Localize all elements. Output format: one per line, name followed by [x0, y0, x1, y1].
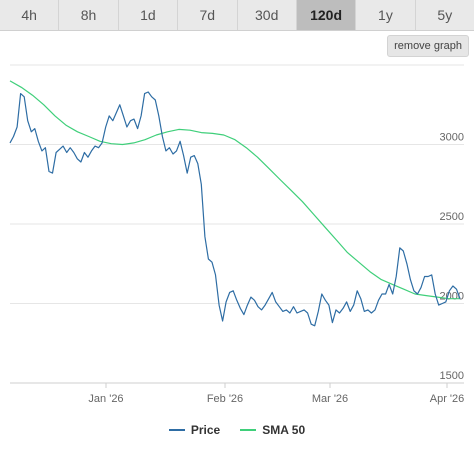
remove-graph-button[interactable]: remove graph — [387, 35, 469, 57]
tab-30d[interactable]: 30d — [238, 0, 297, 30]
tab-1y[interactable]: 1y — [356, 0, 416, 30]
timeframe-tabs: 4h 8h 1d 7d 30d 120d 1y 5y — [0, 0, 474, 31]
x-tick-label: Feb '26 — [207, 393, 243, 405]
sma-50-line — [9, 80, 460, 300]
x-tick-label: Jan '26 — [88, 393, 123, 405]
legend-label-sma: SMA 50 — [262, 423, 306, 437]
price-line — [9, 91, 461, 327]
y-tick-label: 1500 — [440, 370, 464, 382]
x-tick-label: Mar '26 — [312, 393, 348, 405]
price-chart: 1500 2000 2500 3000 Jan '26 Feb '26 Mar '26 Apr… — [9, 64, 465, 405]
legend-label-price: Price — [190, 423, 221, 437]
chart-legend: Price SMA 50 — [0, 420, 474, 440]
tab-7d[interactable]: 7d — [178, 0, 238, 30]
y-tick-label: 3000 — [440, 132, 464, 144]
x-tick-label: Apr '26 — [430, 393, 465, 405]
tab-8h[interactable]: 8h — [59, 0, 119, 30]
legend-swatch-price — [168, 429, 185, 431]
tab-4h[interactable]: 4h — [0, 0, 60, 30]
legend-item-sma[interactable]: SMA 50 — [240, 420, 305, 440]
legend-swatch-sma — [240, 429, 257, 431]
tab-5y[interactable]: 5y — [437, 7, 453, 23]
y-tick-label: 2000 — [440, 291, 464, 303]
legend-item-price[interactable]: Price — [168, 420, 221, 440]
tab-1d[interactable]: 1d — [119, 0, 179, 30]
y-tick-label: 2500 — [440, 211, 464, 223]
tab-120d[interactable]: 120d — [296, 0, 357, 30]
